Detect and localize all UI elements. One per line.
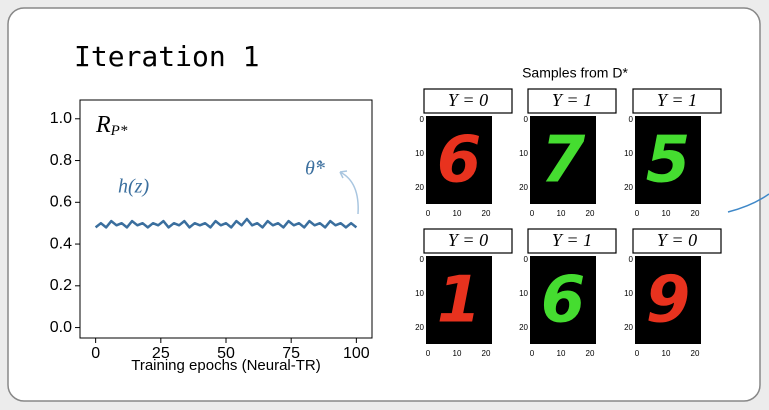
- h-label: h(z): [118, 176, 149, 198]
- image-x-tick: 20: [691, 349, 700, 358]
- samples-title: Samples from D*: [522, 65, 628, 81]
- x-tick-label: 75: [282, 345, 300, 362]
- digit: 6: [437, 124, 482, 198]
- risk-subscript: P*: [110, 123, 128, 139]
- label-box: [423, 88, 513, 114]
- theta-arrow: [339, 170, 359, 215]
- image-y-tick: 0: [420, 255, 425, 264]
- x-tick-label: 25: [152, 345, 170, 362]
- theta-label: θ̂*: [305, 158, 325, 180]
- image-y-tick: 10: [624, 289, 633, 298]
- digit: 9: [646, 264, 691, 338]
- image-y-tick: 10: [519, 149, 528, 158]
- image-x-tick: 0: [635, 349, 640, 358]
- label-box: [632, 88, 722, 114]
- image-y-tick: 20: [519, 323, 528, 332]
- y-tick-label: 0.6: [50, 194, 72, 211]
- slide-title: Iteration 1: [74, 40, 259, 73]
- image-x-tick: 10: [453, 209, 462, 218]
- x-tick-label: 50: [217, 345, 235, 362]
- digit: 1: [437, 264, 482, 338]
- image-y-tick: 20: [415, 323, 424, 332]
- panel-label: Y = 0: [448, 230, 488, 250]
- panel-label: Y = 0: [657, 230, 697, 250]
- digit: 5: [646, 124, 691, 198]
- digit-image: [530, 256, 596, 344]
- image-x-tick: 10: [662, 349, 671, 358]
- image-x-tick: 10: [557, 349, 566, 358]
- image-x-tick: 0: [635, 209, 640, 218]
- x-axis-label: Training epochs (Neural-TR): [131, 357, 321, 374]
- image-x-tick: 0: [426, 349, 431, 358]
- image-y-tick: 10: [624, 149, 633, 158]
- y-tick-label: 0.8: [50, 152, 72, 169]
- image-y-tick: 0: [420, 115, 425, 124]
- image-x-tick: 20: [691, 209, 700, 218]
- label-box: [423, 228, 513, 254]
- image-y-tick: 10: [519, 289, 528, 298]
- image-y-tick: 0: [629, 115, 634, 124]
- image-x-tick: 0: [530, 209, 535, 218]
- digit-image: [426, 116, 492, 204]
- image-x-tick: 10: [662, 209, 671, 218]
- digit-image: [635, 256, 701, 344]
- image-x-tick: 20: [586, 349, 595, 358]
- image-x-tick: 0: [426, 209, 431, 218]
- connector: [727, 193, 769, 213]
- risk-symbol: R: [95, 112, 111, 138]
- image-x-tick: 10: [557, 209, 566, 218]
- panel-label: Y = 0: [448, 90, 488, 110]
- image-y-tick: 0: [629, 255, 634, 264]
- image-y-tick: 20: [519, 183, 528, 192]
- digit: 6: [541, 264, 586, 338]
- panel-label: Y = 1: [552, 230, 592, 250]
- image-x-tick: 20: [482, 209, 491, 218]
- risk-label: RP*: [95, 112, 128, 140]
- x-tick-label: 0: [91, 345, 100, 362]
- y-tick-label: 0.4: [50, 235, 72, 252]
- line: [94, 217, 358, 229]
- panel-label: Y = 1: [657, 90, 697, 110]
- label-box: [632, 228, 722, 254]
- digit: 7: [541, 124, 586, 198]
- y-tick-label: 1.0: [50, 110, 72, 127]
- image-y-tick: 10: [415, 149, 424, 158]
- image-y-tick: 0: [524, 255, 529, 264]
- label-box: [527, 228, 617, 254]
- x-tick-label: 100: [343, 345, 370, 362]
- image-y-tick: 20: [624, 183, 633, 192]
- image-x-tick: 0: [530, 349, 535, 358]
- image-x-tick: 20: [586, 209, 595, 218]
- y-tick-label: 0.2: [50, 277, 72, 294]
- image-x-tick: 20: [482, 349, 491, 358]
- image-y-tick: 20: [415, 183, 424, 192]
- image-y-tick: 20: [624, 323, 633, 332]
- label-box: [527, 88, 617, 114]
- panel-label: Y = 1: [552, 90, 592, 110]
- digit-image: [635, 116, 701, 204]
- y-tick-label: 0.0: [50, 319, 72, 336]
- image-y-tick: 0: [524, 115, 529, 124]
- image-y-tick: 10: [415, 289, 424, 298]
- digit-image: [426, 256, 492, 344]
- image-x-tick: 10: [453, 349, 462, 358]
- digit-image: [530, 116, 596, 204]
